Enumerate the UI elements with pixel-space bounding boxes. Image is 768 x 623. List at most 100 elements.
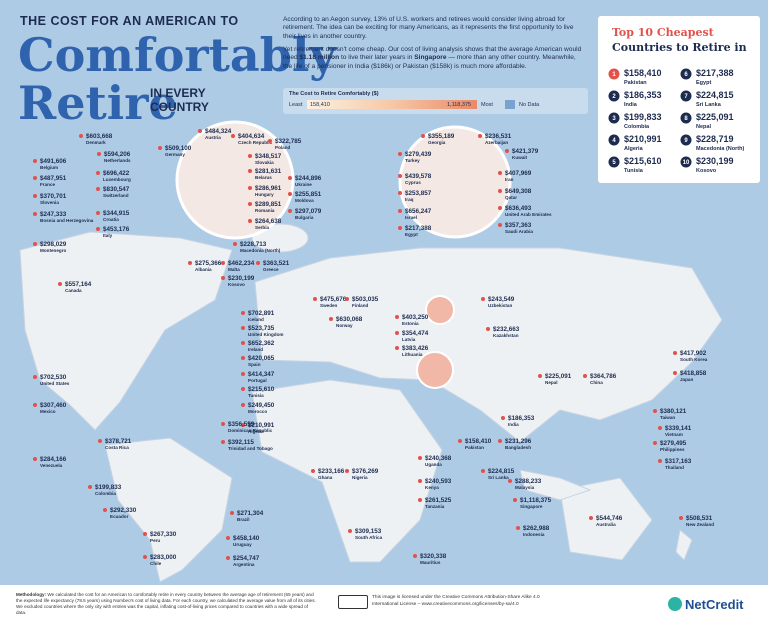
pin: [221, 261, 225, 265]
country-cost: $240,593: [425, 478, 452, 485]
pin: [33, 194, 37, 198]
cc-badge: [338, 595, 368, 609]
pin: [248, 169, 252, 173]
pin: [345, 469, 349, 473]
country-cost: $404,634: [238, 133, 265, 140]
country-name: Trinidad and Tobago: [228, 446, 273, 451]
country-cost: $509,100: [165, 145, 192, 152]
pin: [418, 498, 422, 502]
rank-number: 4: [612, 138, 616, 144]
pin: [33, 159, 37, 163]
pin: [79, 134, 83, 138]
country-name: Israel: [405, 215, 417, 220]
country-name: Netherlands: [104, 158, 131, 163]
country-cost: $253,857: [405, 190, 432, 197]
legend-gradient: [307, 100, 477, 109]
pin: [498, 223, 502, 227]
rank-cost: $158,410: [624, 68, 662, 78]
country-name: Ghana: [318, 475, 333, 480]
country-name: Moldova: [295, 198, 314, 203]
country-cost: $279,439: [405, 151, 432, 158]
country-cost: $383,426: [402, 345, 429, 352]
country-name: Portugal: [248, 378, 267, 383]
pin: [398, 152, 402, 156]
country-cost: $439,578: [405, 173, 432, 180]
pin: [345, 297, 349, 301]
country-name: Canada: [65, 288, 82, 293]
country-name: Montenegro: [40, 248, 66, 253]
pin: [33, 403, 37, 407]
pin: [498, 439, 502, 443]
methodology-label: Methodology:: [16, 592, 47, 597]
country-cost: $292,330: [110, 507, 137, 514]
top10-title: Top 10 Cheapest: [612, 26, 714, 39]
pin: [589, 516, 593, 520]
country-name: Germany: [165, 152, 185, 157]
pin: [33, 242, 37, 246]
pin: [458, 439, 462, 443]
pin: [658, 459, 662, 463]
country-name: Australia: [596, 522, 616, 527]
pin: [230, 511, 234, 515]
country-name: Uzbekistan: [488, 303, 512, 308]
pin: [97, 152, 101, 156]
country-name: India: [508, 422, 519, 427]
rank-cost: $224,815: [696, 90, 734, 100]
country-cost: $356,559: [228, 421, 255, 428]
country-cost: $286,961: [255, 185, 282, 192]
country-cost: $484,324: [205, 128, 232, 135]
country-cost: $363,521: [263, 260, 290, 267]
pin: [421, 134, 425, 138]
country-name: Mexico: [40, 409, 56, 414]
country-cost: $283,000: [150, 554, 177, 561]
pin: [241, 326, 245, 330]
country-cost: $656,247: [405, 208, 432, 215]
country-name: Venezuela: [40, 463, 63, 468]
country-cost: $403,250: [402, 314, 429, 321]
country-cost: $231,296: [505, 438, 532, 445]
south-america: [104, 437, 233, 583]
rank-cost: $217,388: [696, 68, 734, 78]
country-name: Azerbaijan: [485, 140, 508, 145]
country-cost: $233,166: [318, 468, 345, 475]
country-name: Taiwan: [660, 415, 675, 420]
pin: [505, 149, 509, 153]
country-cost: $417,902: [680, 350, 707, 357]
country-cost: $225,091: [545, 373, 572, 380]
country-cost: $414,347: [248, 371, 275, 378]
country-cost: $462,234: [228, 260, 255, 267]
text: Yet retirement doesn't come cheap. Our c…: [283, 46, 582, 62]
country-cost: $254,747: [233, 555, 260, 562]
country-cost: $491,606: [40, 158, 67, 165]
legend-no-data: No Data: [519, 102, 540, 108]
kicker: THE COST FOR AN AMERICAN TO: [20, 14, 239, 28]
country-name: Morocco: [248, 409, 267, 414]
pin: [221, 422, 225, 426]
country-cost: $297,079: [295, 208, 322, 215]
rank-number: 9: [684, 138, 688, 144]
title-line-1: Comfortably: [18, 28, 337, 82]
country-name: Nepal: [545, 380, 558, 385]
country-name: Italy: [103, 233, 113, 238]
pin: [248, 186, 252, 190]
pin: [538, 374, 542, 378]
brand: NetCredit: [685, 597, 744, 612]
country-cost: $210,991: [248, 422, 275, 429]
country-cost: $702,530: [40, 374, 67, 381]
country-cost: $503,035: [352, 296, 379, 303]
country-name: Turkey: [405, 158, 420, 163]
country-cost: $339,141: [665, 425, 692, 432]
pin: [478, 134, 482, 138]
legend-min: 158,410: [310, 102, 330, 108]
pin: [395, 331, 399, 335]
country-cost: $271,304: [237, 510, 264, 517]
pin: [288, 209, 292, 213]
pin: [398, 209, 402, 213]
country-name: Czech Republic: [238, 140, 273, 145]
country-name: Bulgaria: [295, 215, 314, 220]
country-name: United Kingdom: [248, 332, 283, 337]
country-name: Ecuador: [110, 514, 129, 519]
country-cost: $630,068: [336, 316, 363, 323]
